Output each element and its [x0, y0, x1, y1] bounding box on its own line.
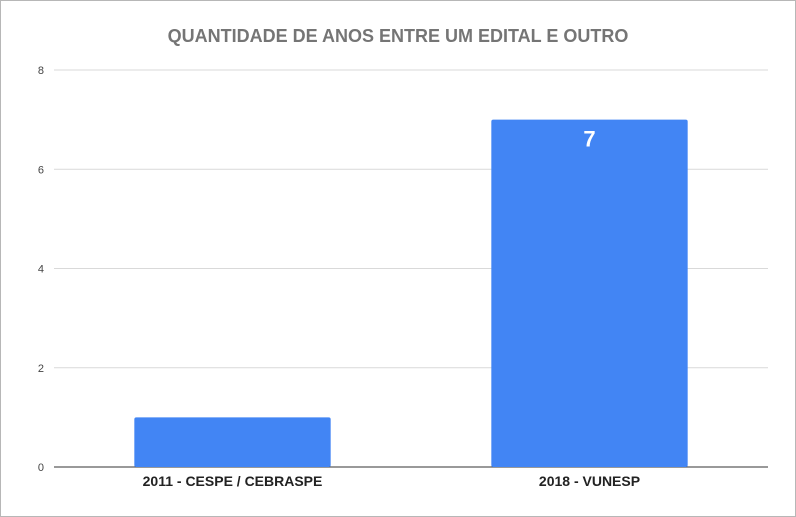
x-category-label: 2011 - CESPE / CEBRASPE	[143, 473, 323, 489]
y-tick-label: 4	[38, 264, 44, 276]
bar[interactable]	[491, 119, 688, 467]
y-tick-label: 6	[38, 164, 44, 176]
y-tick-label: 2	[38, 363, 44, 375]
y-tick-label: 8	[38, 65, 44, 77]
bar[interactable]	[134, 417, 331, 467]
x-category-label: 2018 - VUNESP	[539, 473, 640, 489]
y-tick-label: 0	[38, 462, 44, 474]
bar-data-label: 7	[583, 127, 595, 152]
chart-title: QUANTIDADE DE ANOS ENTRE UM EDITAL E OUT…	[167, 26, 629, 46]
